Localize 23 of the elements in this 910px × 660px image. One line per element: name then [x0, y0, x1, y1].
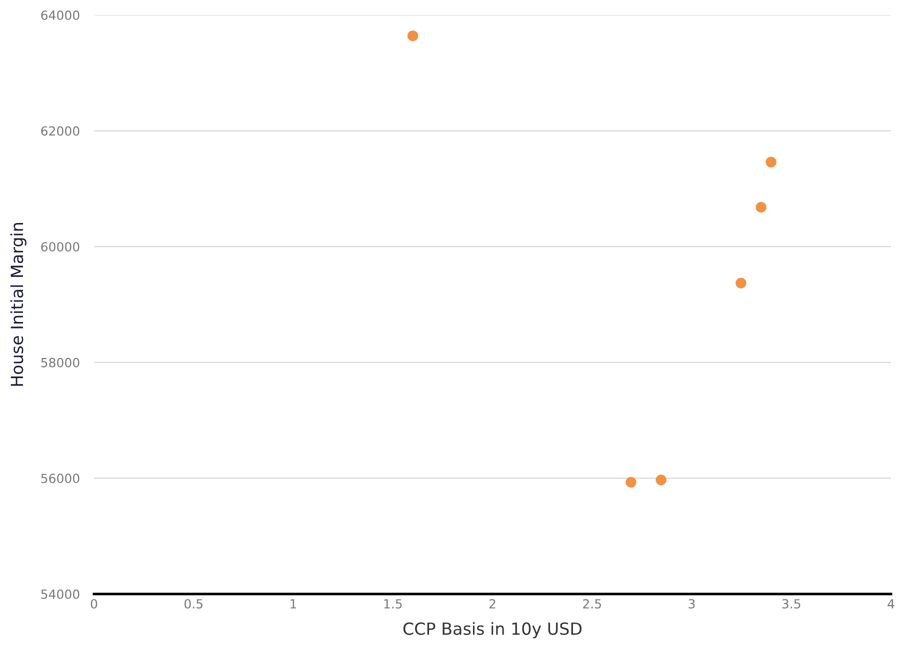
x-tick-label: 3.5 — [782, 599, 800, 609]
y-tick-label: 60000 — [41, 242, 80, 252]
x-tick-label: 0.5 — [184, 599, 202, 609]
point — [736, 278, 746, 288]
y-tick-label: 58000 — [41, 358, 80, 368]
x-tick-label: 2 — [489, 599, 496, 608]
y-tick-label: 54000 — [41, 589, 80, 599]
point — [626, 476, 636, 488]
y-tick-label: 56000 — [41, 474, 80, 484]
point — [756, 202, 766, 213]
x-tick-label: 0 — [90, 599, 98, 609]
y-tick-label: 62000 — [41, 126, 80, 136]
y-tick-label: 64000 — [41, 10, 80, 20]
x-tick-label: 1 — [290, 599, 296, 608]
point — [766, 156, 776, 168]
x-tick-label: 2.5 — [583, 599, 601, 609]
x-tick-label: 3 — [688, 599, 695, 609]
x-axis-title: CCP Basis in 10y USD — [403, 622, 582, 638]
point — [656, 474, 666, 486]
x-tick-label: 1.5 — [384, 599, 402, 609]
point — [407, 30, 418, 42]
y-axis-title: House Initial Margin — [10, 222, 26, 386]
x-tick-label: 4 — [888, 599, 894, 608]
